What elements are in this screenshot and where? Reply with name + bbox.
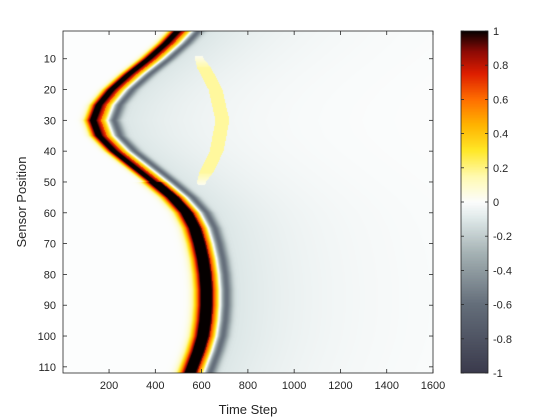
- x-axis: 200 400 600 800 1000 1200 1400 1600: [100, 31, 445, 392]
- y-tick-label: 60: [44, 208, 56, 220]
- y-tick-label: 50: [44, 177, 56, 189]
- y-tick-label: 90: [44, 300, 56, 312]
- x-tick-label: 1200: [328, 380, 352, 392]
- colorbar-tick-label: 0.4: [493, 129, 508, 141]
- x-tick-label: 1400: [374, 380, 398, 392]
- x-axis-label: Time Step: [219, 402, 278, 417]
- y-tick-label: 10: [44, 54, 56, 66]
- colorbar-axis: 1 0.8 0.6 0.4 0.2 0 -0.2 -0.4 -0.6 -0.8 -1: [461, 26, 512, 380]
- y-axis-label: Sensor Position: [14, 156, 29, 247]
- x-tick-label: 200: [100, 380, 118, 392]
- colorbar-tick-label: 1: [493, 26, 499, 38]
- colorbar-tick-label: 0.2: [493, 163, 508, 175]
- y-tick-label: 110: [38, 362, 56, 374]
- colorbar-tick-label: 0: [493, 197, 499, 209]
- y-tick-label: 100: [38, 331, 56, 343]
- x-tick-label: 800: [239, 380, 257, 392]
- y-tick-label: 40: [44, 146, 56, 158]
- x-tick-label: 1000: [282, 380, 306, 392]
- heatmap-image: [63, 31, 433, 373]
- colorbar-image: [461, 31, 488, 373]
- y-tick-label: 70: [44, 239, 56, 251]
- colorbar-box: [460, 30, 489, 374]
- colorbar-tick-label: -0.6: [493, 300, 512, 312]
- x-tick-label: 1600: [421, 380, 445, 392]
- x-tick-label: 400: [146, 380, 164, 392]
- y-tick-label: 20: [44, 85, 56, 97]
- x-tick-label: 600: [192, 380, 210, 392]
- colorbar-tick-label: 0.6: [493, 94, 508, 106]
- y-tick-label: 80: [44, 269, 56, 281]
- colorbar-tick-label: -0.8: [493, 334, 512, 346]
- colorbar-tick-label: -0.4: [493, 265, 512, 277]
- plot-axes-box: [62, 30, 434, 374]
- y-axis: 10 20 30 40 50 60 70 80 90 100 110: [38, 54, 433, 374]
- colorbar-tick-label: -0.2: [493, 231, 512, 243]
- colorbar-tick-label: -1: [493, 368, 503, 380]
- colorbar-tick-label: 0.8: [493, 60, 508, 72]
- y-tick-label: 30: [44, 115, 56, 127]
